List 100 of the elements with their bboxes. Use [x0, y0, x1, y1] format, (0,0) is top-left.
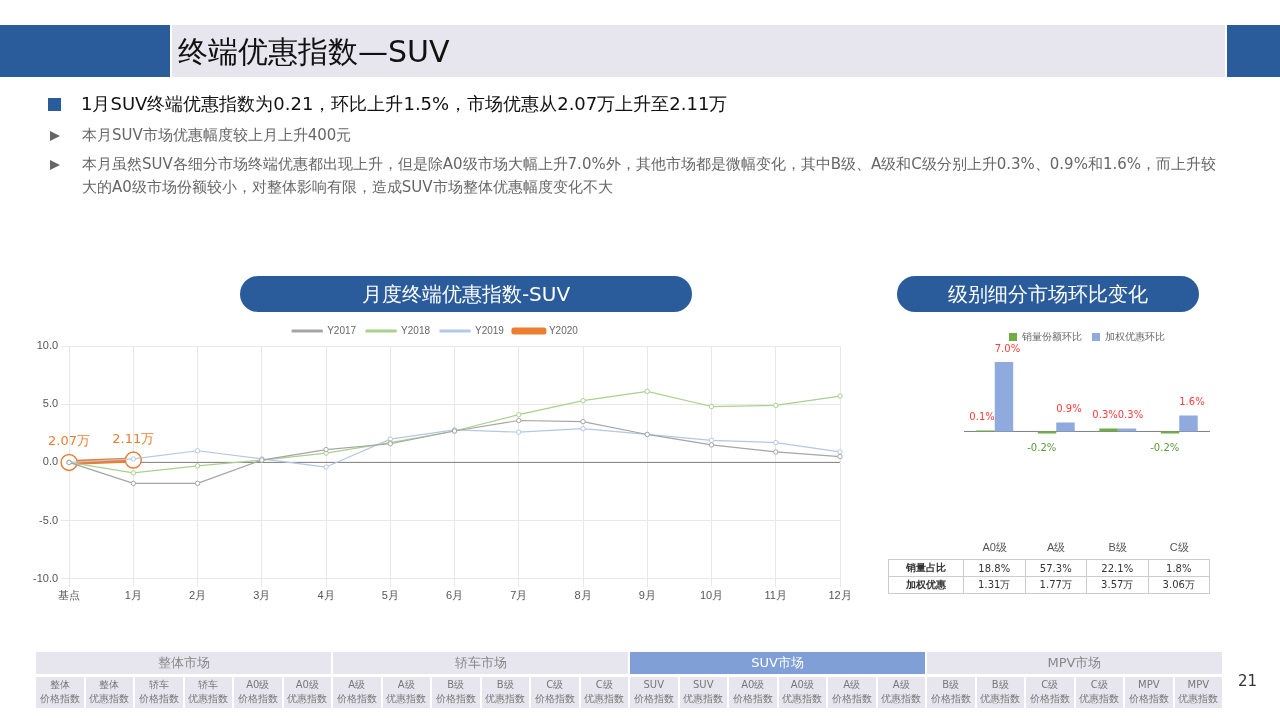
x-tick-label: 9月 [638, 589, 656, 602]
legend-label: Y2020 [548, 324, 579, 336]
x-tick-label: 基点 [58, 589, 81, 602]
text: 优惠指数 [188, 693, 229, 704]
text: 终端优惠指数—SUV [178, 33, 450, 71]
text: 价格指数 [534, 693, 575, 704]
text: 价格指数 [435, 693, 476, 704]
text: C级 [1041, 679, 1059, 690]
y-tick-label: 0.0 [42, 455, 59, 468]
text: 优惠指数 [881, 693, 922, 704]
text: 价格指数 [633, 693, 674, 704]
x-tick-label: 12月 [828, 589, 852, 602]
legend-label: 加权优惠环比 [1105, 330, 1165, 342]
text: 价格指数 [732, 693, 773, 704]
text: 价格指数 [1128, 693, 1169, 704]
text: 价格指数 [1029, 693, 1070, 704]
text: 1.8% [1166, 562, 1192, 574]
x-tick-label: 3月 [253, 589, 271, 602]
text: 价格指数 [336, 693, 377, 704]
annotation: 2.07万 [48, 433, 91, 449]
text: A0级 [790, 679, 814, 690]
legend-label: Y2019 [475, 324, 505, 336]
text: 优惠指数 [386, 693, 427, 704]
text: 优惠指数 [584, 693, 625, 704]
data-label: 7.0% [994, 342, 1021, 354]
text: 整体 [49, 679, 70, 690]
data-label: 1.6% [1179, 396, 1205, 408]
text: 优惠指数 [287, 693, 328, 704]
text: 21 [1238, 672, 1258, 690]
text: 优惠指数 [683, 693, 724, 704]
text: MPV [1138, 679, 1160, 690]
text: 3.06万 [1162, 579, 1195, 590]
text: SUV [643, 679, 664, 690]
text: C级 [1090, 679, 1108, 690]
legend-label: Y2018 [401, 324, 431, 336]
annotation: 2.11万 [112, 430, 155, 446]
x-tick-label: 8月 [574, 589, 592, 602]
text: 优惠指数 [89, 693, 130, 704]
text: B级 [496, 679, 514, 690]
data-label: 0.3% [1117, 409, 1144, 421]
category-label: 销量占比 [906, 562, 946, 573]
x-tick-label: 1月 [124, 589, 142, 602]
text: 优惠指数 [782, 693, 823, 704]
legend-label: 销量份额环比 [1021, 330, 1082, 342]
text: 优惠指数 [980, 693, 1021, 704]
y-tick-label: -10.0 [32, 571, 59, 584]
text: A级 [348, 679, 366, 690]
x-tick-label: 6月 [445, 589, 464, 602]
category-label: MPV市场 [927, 652, 1222, 674]
text: 1.31万 [978, 579, 1011, 590]
text: 优惠指数 [1079, 693, 1120, 704]
text: B级 [991, 679, 1009, 690]
text: B级 [942, 679, 960, 690]
text: 价格指数 [831, 693, 872, 704]
text: 本月SUV市场优惠幅度较上月上升400元 [82, 125, 352, 146]
text: 轿车 [148, 679, 169, 690]
text: 优惠指数 [1178, 693, 1219, 704]
x-tick-label: C级 [1169, 541, 1189, 554]
text: 轿车 [198, 679, 219, 690]
data-label: 0.9% [1056, 403, 1082, 415]
category-label: 整体市场 [36, 652, 331, 674]
text: MPV [1187, 679, 1209, 690]
y-tick-label: 10.0 [36, 339, 59, 352]
text: 1.77万 [1039, 579, 1072, 590]
y-tick-label: 5.0 [42, 397, 59, 410]
x-tick-label: A级 [1047, 541, 1066, 554]
x-tick-label: 7月 [510, 589, 528, 602]
y-tick-label: -5.0 [39, 513, 59, 526]
text: 价格指数 [138, 693, 179, 704]
text: A级 [843, 679, 861, 690]
x-tick-label: 11月 [764, 589, 787, 602]
data-label: 0.3% [1092, 409, 1118, 421]
text: SUV [692, 679, 714, 690]
text: 价格指数 [39, 693, 80, 704]
text: 优惠指数 [485, 693, 526, 704]
text: 价格指数 [237, 693, 278, 704]
x-tick-label: 2月 [189, 589, 207, 602]
category-label: SUV市场 [630, 652, 925, 674]
text: 3.57万 [1101, 579, 1134, 590]
text: 57.3% [1039, 562, 1072, 574]
text: 18.8% [978, 562, 1011, 574]
text: A0级 [246, 679, 270, 690]
legend-label: Y2017 [327, 324, 357, 336]
x-tick-label: B级 [1108, 541, 1127, 554]
text: 本月虽然SUV各细分市场终端优惠都出现上升，但是除A0级市场大幅上升7.0%外，其他市场都是微幅变化，其中B级、A级和C级分别上升0.3%、0.9%和1.6%，而上升较大的A0级市场份额较小，对整体影响有限，造成SUV市场整体优惠幅度变化不大 [82, 154, 1218, 198]
text: A0级 [295, 679, 319, 690]
text: 22.1% [1101, 562, 1134, 574]
chart-title: 级别细分市场环比变化 [897, 276, 1199, 312]
x-tick-label: A0级 [982, 541, 1007, 554]
category-label: 轿车市场 [333, 652, 628, 674]
data-label: 0.1% [969, 411, 995, 423]
text: 整体 [99, 679, 120, 690]
category-label: 加权优惠 [906, 579, 946, 590]
chart-title: 月度终端优惠指数-SUV [240, 276, 692, 312]
text: B级 [447, 679, 465, 690]
text: 价格指数 [930, 693, 971, 704]
data-label: -0.2% [1150, 442, 1180, 454]
data-label: -0.2% [1027, 442, 1057, 454]
x-tick-label: 10月 [699, 589, 724, 602]
x-tick-label: 4月 [317, 589, 335, 602]
